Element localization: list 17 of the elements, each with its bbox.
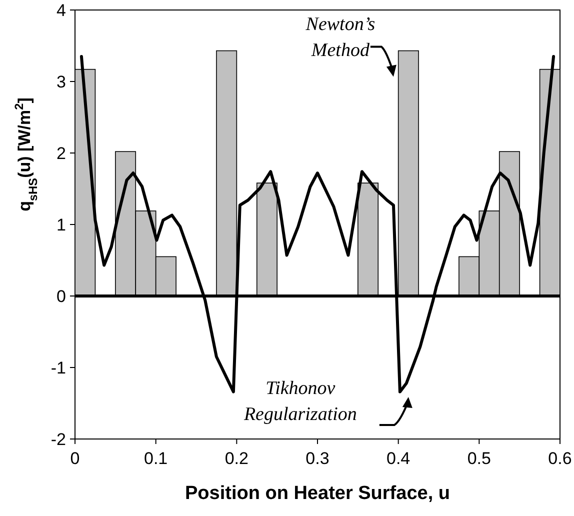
y-tick-label: 0 — [56, 287, 66, 306]
y-tick-label: 3 — [56, 72, 66, 92]
y-tick-label: 1 — [56, 216, 66, 234]
y-tick-label: 2 — [56, 144, 66, 163]
y-tick-label: -2 — [50, 430, 66, 449]
annotation: Newton’s Method — [304, 14, 376, 61]
x-axis-title: Position on Heater Surface, u — [185, 483, 450, 504]
x-tick-label: 0.5 — [467, 449, 491, 468]
x-tick-label: 0.2 — [224, 449, 248, 468]
x-tick-label: 0.4 — [386, 449, 410, 468]
x-tick-label: 0.3 — [306, 449, 330, 468]
x-tick-label: 0 — [70, 449, 80, 468]
x-tick-label: 0.6 — [548, 449, 572, 468]
annotation: Tikhonov Regularization — [242, 378, 357, 425]
y-tick-label: 4 — [56, 1, 66, 20]
x-tick-label: 0.1 — [144, 449, 168, 468]
y-tick-label: -1 — [50, 358, 66, 378]
